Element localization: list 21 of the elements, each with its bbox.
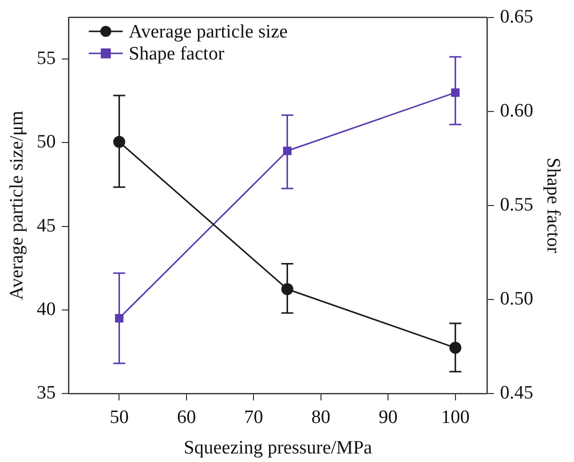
y2-tick-label: 0.50 bbox=[500, 288, 534, 310]
x-tick-label: 90 bbox=[378, 406, 398, 428]
y-axis-title: Average particle size/μm bbox=[6, 110, 28, 300]
legend-label: Average particle size bbox=[128, 21, 288, 42]
x-tick-label: 70 bbox=[244, 406, 264, 428]
x-tick-label: 60 bbox=[176, 406, 196, 428]
y2-tick-label: 0.65 bbox=[500, 6, 534, 28]
x-tick-label: 50 bbox=[110, 406, 129, 428]
x-tick-label: 100 bbox=[441, 406, 470, 428]
y-tick-label: 55 bbox=[36, 48, 56, 70]
y-tick-label: 35 bbox=[36, 382, 56, 404]
legend-label: Shape factor bbox=[128, 43, 225, 64]
y-tick-label: 40 bbox=[36, 298, 56, 320]
x-axis-title: Squeezing pressure/MPa bbox=[184, 438, 373, 459]
y2-axis-title: Shape factor bbox=[542, 158, 564, 254]
y2-tick-label: 0.60 bbox=[500, 100, 534, 122]
y2-tick-label: 0.45 bbox=[500, 382, 534, 404]
x-tick-label: 80 bbox=[311, 406, 330, 428]
y-tick-label: 50 bbox=[36, 132, 56, 153]
y2-tick-label: 0.55 bbox=[500, 194, 534, 216]
y-tick-label: 45 bbox=[36, 215, 56, 236]
